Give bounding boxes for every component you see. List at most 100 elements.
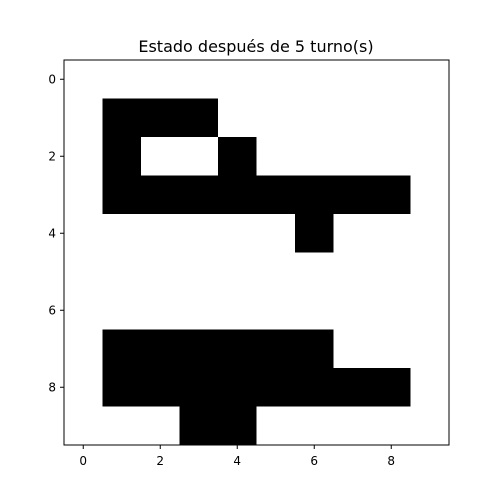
x-tick-label: 8 bbox=[387, 454, 395, 468]
heatmap-cell bbox=[295, 214, 334, 253]
heatmap-cell bbox=[372, 368, 411, 407]
heatmap-cells bbox=[64, 60, 450, 446]
heatmap-cell bbox=[295, 329, 334, 369]
heatmap-cell bbox=[179, 175, 219, 215]
heatmap-cell bbox=[64, 175, 103, 215]
heatmap-cell bbox=[372, 329, 411, 369]
heatmap-cell bbox=[218, 406, 257, 446]
heatmap-cell bbox=[64, 60, 103, 99]
heatmap-cell bbox=[410, 329, 450, 369]
heatmap-cell bbox=[256, 368, 296, 407]
heatmap-cell bbox=[141, 214, 180, 253]
heatmap-cell bbox=[256, 98, 296, 138]
heatmap-cell bbox=[64, 98, 103, 138]
heatmap-cell bbox=[141, 368, 180, 407]
heatmap-cell bbox=[141, 98, 180, 138]
heatmap-cell bbox=[179, 137, 219, 176]
heatmap-cell bbox=[141, 60, 180, 99]
heatmap-cell bbox=[102, 214, 142, 253]
x-axis: 0 2 4 6 8 bbox=[79, 445, 395, 468]
heatmap-cell bbox=[333, 406, 373, 446]
heatmap-cell bbox=[295, 252, 334, 292]
heatmap-cell bbox=[333, 368, 373, 407]
y-tick-label: 8 bbox=[48, 380, 56, 394]
heatmap-cell bbox=[218, 60, 257, 99]
heatmap-cell bbox=[372, 175, 411, 215]
heatmap-cell bbox=[102, 137, 142, 176]
x-tick-label: 2 bbox=[156, 454, 164, 468]
heatmap-cell bbox=[218, 368, 257, 407]
heatmap-cell bbox=[372, 252, 411, 292]
x-tick-label: 0 bbox=[79, 454, 87, 468]
heatmap-cell bbox=[295, 406, 334, 446]
heatmap-cell bbox=[295, 291, 334, 330]
heatmap-cell bbox=[256, 214, 296, 253]
heatmap-cell bbox=[64, 329, 103, 369]
heatmap-cell bbox=[179, 214, 219, 253]
heatmap-cell bbox=[179, 60, 219, 99]
heatmap-cell bbox=[372, 291, 411, 330]
heatmap-cell bbox=[372, 137, 411, 176]
heatmap-cell bbox=[410, 406, 450, 446]
heatmap-cell bbox=[410, 214, 450, 253]
heatmap-cell bbox=[333, 175, 373, 215]
heatmap-cell bbox=[295, 60, 334, 99]
x-tick-label: 4 bbox=[233, 454, 241, 468]
heatmap-cell bbox=[102, 252, 142, 292]
heatmap-cell bbox=[179, 406, 219, 446]
heatmap-cell bbox=[218, 98, 257, 138]
heatmap-cell bbox=[218, 291, 257, 330]
y-tick-label: 4 bbox=[48, 226, 56, 240]
heatmap-cell bbox=[333, 98, 373, 138]
heatmap-cell bbox=[410, 98, 450, 138]
heatmap-cell bbox=[256, 60, 296, 99]
y-axis: 0 2 4 6 8 bbox=[48, 72, 64, 394]
heatmap-cell bbox=[179, 98, 219, 138]
heatmap-cell bbox=[372, 98, 411, 138]
heatmap-cell bbox=[410, 175, 450, 215]
heatmap-cell bbox=[64, 368, 103, 407]
heatmap-cell bbox=[102, 406, 142, 446]
heatmap-cell bbox=[256, 137, 296, 176]
heatmap-cell bbox=[102, 291, 142, 330]
heatmap-cell bbox=[410, 137, 450, 176]
heatmap-cell bbox=[218, 329, 257, 369]
heatmap-cell bbox=[141, 175, 180, 215]
heatmap-cell bbox=[410, 368, 450, 407]
heatmap-cell bbox=[102, 98, 142, 138]
heatmap-cell bbox=[333, 252, 373, 292]
heatmap-cell bbox=[256, 291, 296, 330]
heatmap-cell bbox=[256, 406, 296, 446]
heatmap-cell bbox=[102, 329, 142, 369]
heatmap-cell bbox=[218, 137, 257, 176]
plot-frame bbox=[63, 59, 450, 446]
heatmap-cell bbox=[410, 252, 450, 292]
x-tick-label: 6 bbox=[310, 454, 318, 468]
heatmap-cell bbox=[179, 252, 219, 292]
heatmap-cell bbox=[64, 252, 103, 292]
heatmap-cell bbox=[64, 291, 103, 330]
y-tick-label: 2 bbox=[48, 149, 56, 163]
heatmap-cell bbox=[64, 406, 103, 446]
heatmap-cell bbox=[256, 329, 296, 369]
heatmap-cell bbox=[179, 291, 219, 330]
heatmap-cell bbox=[141, 291, 180, 330]
heatmap-cell bbox=[256, 175, 296, 215]
heatmap-cell bbox=[372, 406, 411, 446]
y-tick-label: 6 bbox=[48, 303, 56, 317]
heatmap-cell bbox=[218, 252, 257, 292]
heatmap-cell bbox=[141, 137, 180, 176]
heatmap-cell bbox=[372, 60, 411, 99]
heatmap-cell bbox=[64, 137, 103, 176]
heatmap-cell bbox=[295, 175, 334, 215]
heatmap-cell bbox=[64, 214, 103, 253]
heatmap-cell bbox=[295, 368, 334, 407]
heatmap-cell bbox=[218, 214, 257, 253]
heatmap-cell bbox=[218, 175, 257, 215]
heatmap-cell bbox=[295, 98, 334, 138]
heatmap-cell bbox=[410, 60, 450, 99]
heatmap-cell bbox=[333, 291, 373, 330]
heatmap-cell bbox=[179, 368, 219, 407]
heatmap-cell bbox=[102, 368, 142, 407]
